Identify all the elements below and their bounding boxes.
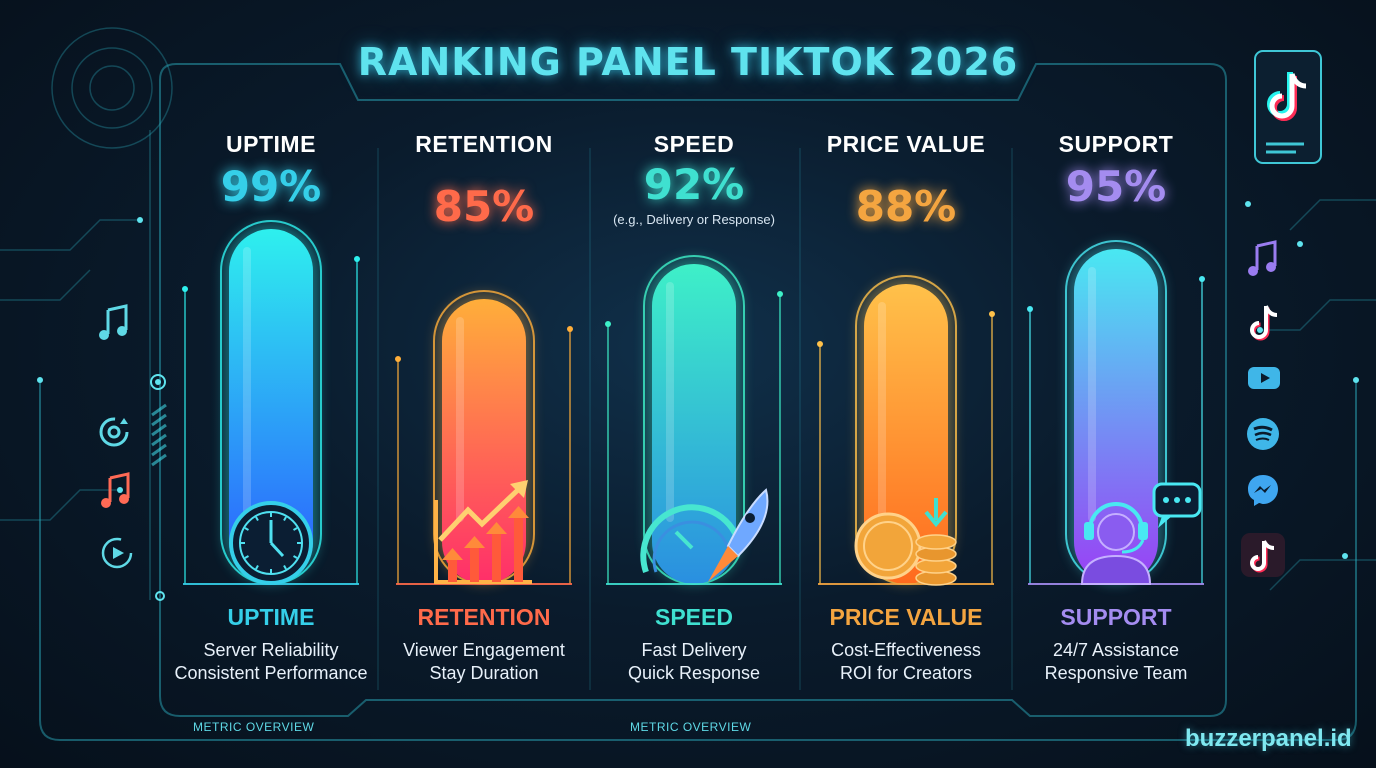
metric-overview-label: METRIC OVERVIEW [630, 720, 752, 734]
metric-bar-fill [229, 229, 313, 584]
metric-name: RETENTION [417, 604, 551, 630]
tiktok-phone-icon [1254, 50, 1322, 164]
price-value-bar [817, 275, 995, 586]
metric-percent: 99% [220, 162, 322, 211]
metric-title: PRICE VALUE [826, 131, 986, 157]
metric-desc-line1: 24/7 Assistance [1052, 640, 1180, 660]
metric-desc-line1: Viewer Engagement [403, 640, 565, 660]
music-note-icon [1248, 240, 1277, 276]
support-bar [1027, 240, 1205, 585]
metric-bar-fill [652, 264, 736, 584]
metric-desc-line2: ROI for Creators [839, 663, 973, 683]
coins-icon [854, 498, 957, 586]
uptime-bar [182, 220, 360, 585]
metric-desc-line1: Cost-Effectiveness [831, 640, 981, 660]
headset-agent-icon [1080, 482, 1202, 585]
metric-note: (e.g., Delivery or Response) [613, 212, 775, 227]
metric-name: SPEED [655, 604, 733, 630]
metric-percent: 92% [643, 160, 745, 209]
speed-bar [605, 255, 783, 585]
youtube-icon [1248, 367, 1280, 389]
metric-name: UPTIME [227, 604, 315, 630]
rocket-speedometer-icon [640, 488, 769, 582]
metric-percent: 85% [433, 182, 535, 231]
metric-desc-line2: Quick Response [627, 663, 761, 683]
brand-watermark: buzzerpanel.id [1185, 725, 1352, 752]
music-note-icon [101, 472, 130, 508]
metric-desc-line2: Responsive Team [1044, 663, 1188, 683]
messenger-icon [1248, 475, 1278, 506]
metric-percent: 95% [1065, 162, 1167, 211]
page-title: RANKING PANEL TIKTOK 2026 [357, 40, 1019, 84]
metric-card-uptime: UPTIME 99% UPTIME Server Reliability Con… [165, 0, 377, 768]
metric-card-support: SUPPORT 95% SUPPORT 24/7 Assistance Resp… [1010, 0, 1222, 768]
clock-icon [229, 501, 313, 585]
refresh-target-icon [99, 417, 129, 447]
metric-desc-line2: Stay Duration [429, 663, 539, 683]
metric-card-speed: SPEED 92% (e.g., Delivery or Response) S… [588, 0, 800, 768]
metric-card-retention: RETENTION 85% RETENTION Viewer Engagemen… [378, 0, 590, 768]
metric-percent: 88% [855, 182, 957, 231]
music-note-icon [99, 304, 128, 340]
metric-card-price-value: PRICE VALUE 88% PRICE VALUE Cost-Effecti… [800, 0, 1012, 768]
metric-bar-fill [1074, 249, 1158, 584]
metric-desc-line1: Server Reliability [203, 640, 339, 660]
metric-name: PRICE VALUE [829, 604, 983, 630]
growth-chart-icon [434, 480, 532, 584]
metric-title: SUPPORT [1058, 131, 1174, 157]
metric-bar-fill [864, 284, 948, 584]
retention-bar [395, 290, 573, 585]
play-circle-icon [101, 537, 133, 569]
metric-title: RETENTION [415, 131, 553, 157]
tiktok-icon [1250, 305, 1278, 341]
metric-bar-fill [442, 299, 526, 584]
metric-title: SPEED [653, 131, 735, 157]
tiktok-icon [1241, 533, 1285, 577]
metric-title: UPTIME [226, 131, 316, 157]
metric-desc-line1: Fast Delivery [641, 640, 747, 660]
metric-overview-label: METRIC OVERVIEW [193, 720, 315, 734]
metric-name: SUPPORT [1060, 604, 1172, 630]
metric-desc-line2: Consistent Performance [174, 663, 368, 683]
spotify-icon [1247, 418, 1279, 450]
